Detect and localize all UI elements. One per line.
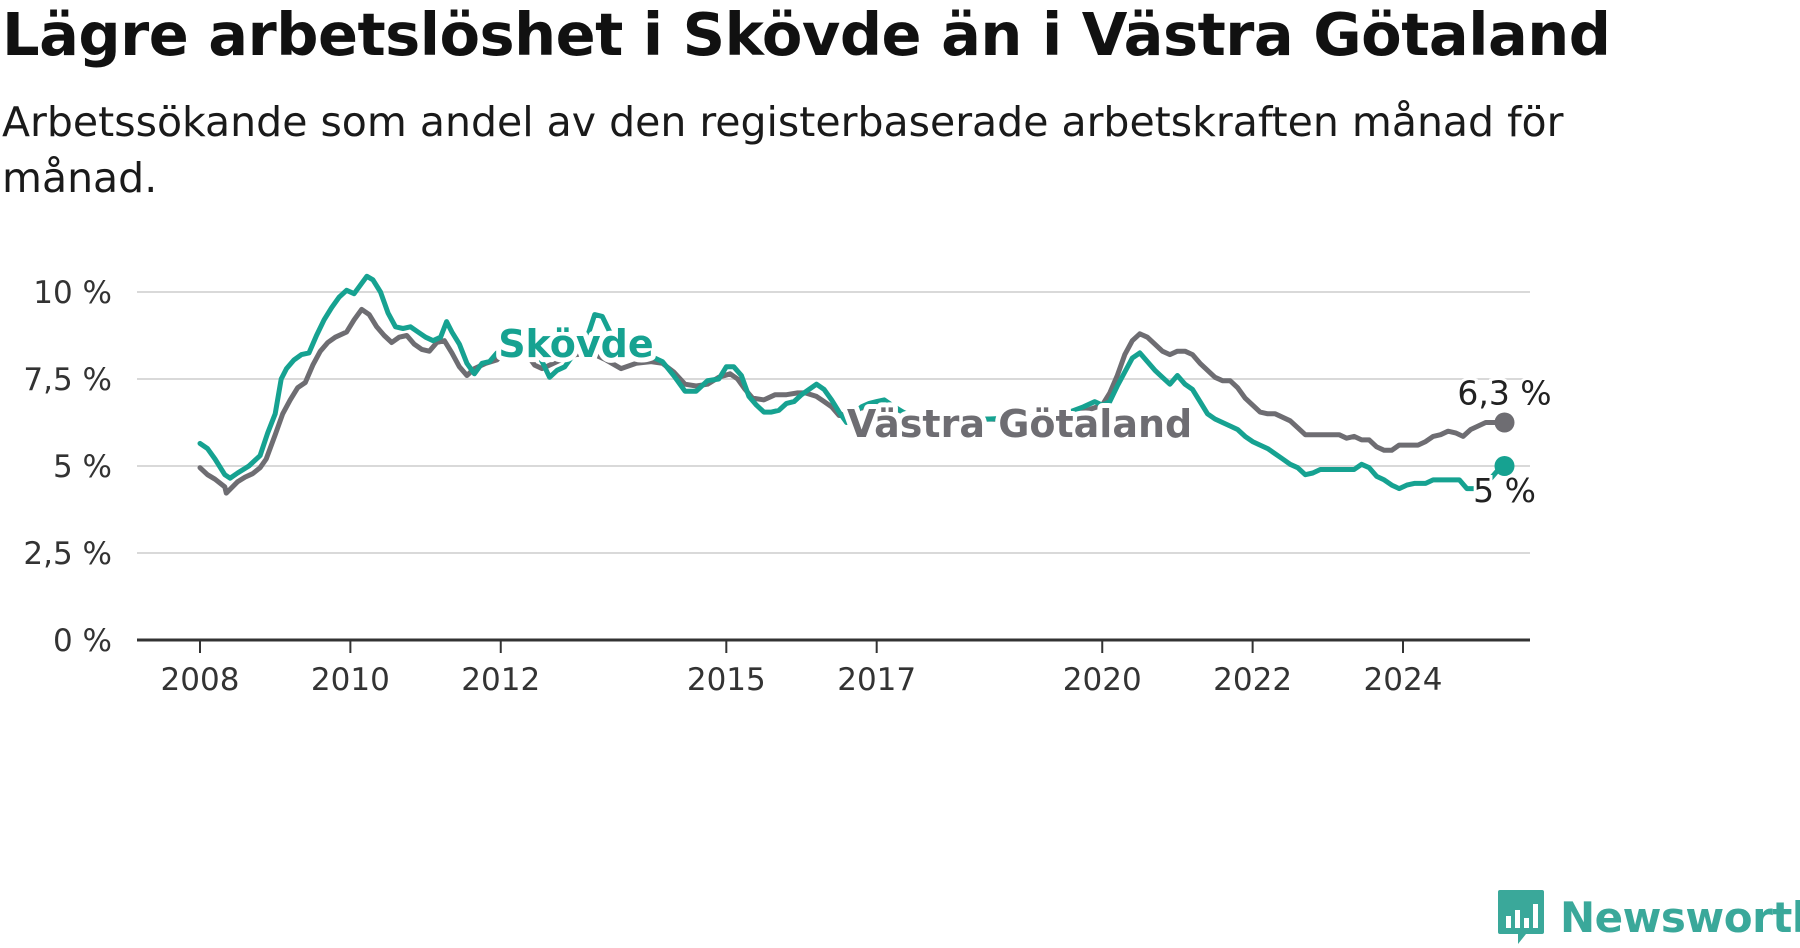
y-tick-label: 2,5 %: [23, 536, 112, 572]
series-name-label: Skövde: [498, 322, 653, 366]
y-tick-label: 10 %: [33, 275, 112, 311]
x-tick-label: 2020: [1063, 662, 1142, 698]
y-tick-label: 0 %: [53, 623, 112, 659]
y-tick-label: 5 %: [53, 449, 112, 485]
x-tick-label: 2024: [1364, 662, 1443, 698]
series-end-marker: [1494, 456, 1515, 476]
series-line-1: [197, 273, 1507, 492]
series-name-label: Västra Götaland: [847, 402, 1192, 446]
x-tick-label: 2010: [311, 662, 390, 698]
x-tick-label: 2022: [1213, 662, 1292, 698]
chart-subtitle: Arbetssökande som andel av den registerb…: [2, 98, 1564, 202]
series-end-label: 5 %: [1473, 471, 1536, 510]
y-tick-label: 7,5 %: [23, 362, 112, 398]
brand-name: Newsworthy: [1560, 892, 1800, 942]
series-end-marker: [1494, 412, 1515, 433]
series-end-label: 6,3 %: [1457, 374, 1551, 413]
x-tick-label: 2017: [837, 662, 916, 698]
series-line-0: [197, 306, 1507, 496]
x-tick-label: 2008: [161, 662, 240, 698]
x-tick-label: 2015: [687, 662, 766, 698]
brand-footer: Newsworthy: [1496, 888, 1800, 946]
chart-title: Lägre arbetslöshet i Skövde än i Västra …: [2, 0, 1611, 69]
newsworthy-logo-icon: [1498, 890, 1544, 944]
x-tick-label: 2012: [461, 662, 540, 698]
